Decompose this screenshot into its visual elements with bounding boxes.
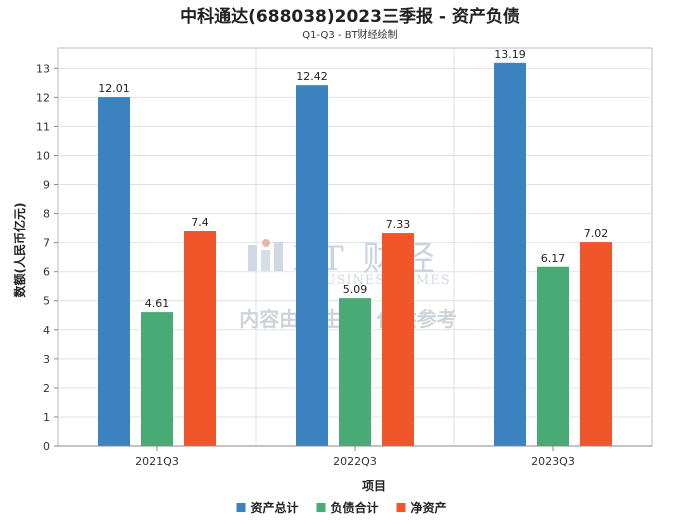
x-tick-label: 2022Q3 bbox=[333, 455, 377, 468]
legend-label: 负债合计 bbox=[331, 500, 379, 515]
data-label: 13.19 bbox=[494, 48, 526, 61]
legend: 资产总计 负债合计 净资产 bbox=[236, 500, 447, 515]
bar bbox=[580, 242, 612, 446]
y-tick-label: 6 bbox=[43, 266, 50, 279]
legend-swatch bbox=[396, 503, 406, 512]
data-label: 4.61 bbox=[145, 297, 170, 310]
x-axis-title: 项目 bbox=[362, 479, 386, 493]
legend-label: 资产总计 bbox=[251, 500, 299, 515]
y-tick-label: 5 bbox=[43, 295, 50, 308]
bar bbox=[494, 62, 526, 446]
bar bbox=[339, 298, 371, 446]
bar bbox=[537, 266, 569, 446]
y-tick-label: 8 bbox=[43, 208, 50, 221]
y-tick-label: 13 bbox=[36, 62, 50, 75]
legend-label: 净资产 bbox=[411, 500, 447, 515]
y-tick-label: 12 bbox=[36, 91, 50, 104]
bar bbox=[382, 233, 414, 446]
y-tick-label: 3 bbox=[43, 353, 50, 366]
y-tick-label: 10 bbox=[36, 149, 50, 162]
bar bbox=[184, 231, 216, 446]
legend-swatch bbox=[316, 503, 326, 512]
data-label: 12.01 bbox=[98, 82, 130, 95]
y-tick-label: 2 bbox=[43, 382, 50, 395]
data-label: 5.09 bbox=[343, 283, 368, 296]
y-axis-title: 数额(人民币亿元) bbox=[12, 203, 27, 298]
watermark-logo-icon bbox=[248, 239, 283, 271]
data-label: 7.4 bbox=[191, 216, 209, 229]
y-tick-label: 11 bbox=[36, 120, 50, 133]
legend-swatch bbox=[236, 503, 246, 512]
chart-title: 中科通达(688038)2023三季报 - 资产负债 bbox=[180, 6, 520, 27]
y-tick-label: 0 bbox=[43, 440, 50, 453]
x-tick-label: 2023Q3 bbox=[531, 455, 575, 468]
data-label: 7.33 bbox=[386, 218, 411, 231]
y-tick-label: 4 bbox=[43, 324, 50, 337]
data-label: 6.17 bbox=[541, 252, 566, 265]
data-label: 12.42 bbox=[296, 70, 328, 83]
bar bbox=[98, 97, 130, 447]
y-tick-label: 7 bbox=[43, 237, 50, 250]
bars: 12.01 4.61 7.4 12.42 5.09 7.33 13.19 6.17 7.02 bbox=[98, 48, 612, 447]
watermark-logo-sub: BUSINESS TIMES bbox=[314, 273, 451, 288]
x-tick-label: 2021Q3 bbox=[135, 455, 179, 468]
bar bbox=[296, 85, 328, 447]
data-label: 7.02 bbox=[584, 227, 609, 240]
y-tick-label: 9 bbox=[43, 179, 50, 192]
bar bbox=[141, 312, 173, 446]
y-tick-label: 1 bbox=[43, 411, 50, 424]
chart-subtitle: Q1-Q3 - BT财经绘制 bbox=[302, 28, 397, 41]
